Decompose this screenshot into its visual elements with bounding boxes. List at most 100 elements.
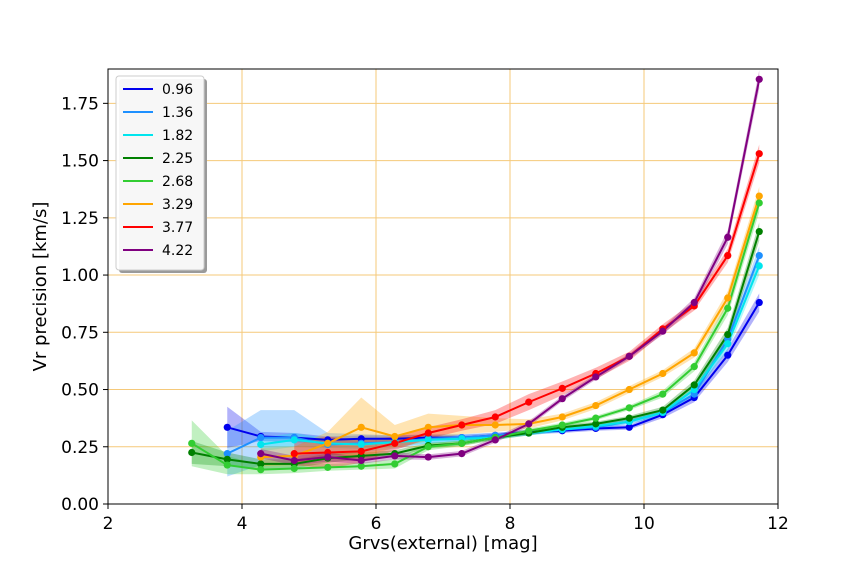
legend-label: 3.29 — [162, 197, 193, 213]
legend-label: 2.25 — [162, 151, 193, 167]
data-point-series-7 — [525, 420, 533, 428]
data-point-series-7 — [491, 436, 499, 444]
data-point-series-0 — [724, 351, 732, 359]
legend-label: 2.68 — [162, 174, 193, 190]
data-point-series-3 — [257, 460, 265, 468]
data-point-series-5 — [391, 432, 399, 441]
data-point-series-6 — [525, 398, 533, 406]
data-point-series-7 — [257, 450, 265, 458]
data-point-series-7 — [324, 453, 332, 461]
data-point-series-2 — [724, 340, 732, 348]
data-point-series-4 — [755, 199, 763, 207]
data-point-series-6 — [290, 450, 298, 458]
legend-label: 3.77 — [162, 220, 193, 236]
x-tick-label: 10 — [633, 514, 655, 534]
data-point-series-3 — [690, 381, 698, 389]
data-point-series-6 — [391, 439, 399, 447]
data-point-series-5 — [592, 401, 600, 410]
data-point-series-7 — [558, 395, 566, 403]
data-point-series-6 — [491, 413, 499, 421]
data-point-series-3 — [755, 227, 763, 236]
data-point-series-6 — [724, 251, 732, 260]
data-point-series-2 — [357, 440, 365, 449]
data-point-series-5 — [324, 439, 332, 447]
x-tick-label: 6 — [371, 514, 382, 534]
y-tick-label: 0.50 — [61, 381, 99, 401]
data-point-series-7 — [724, 233, 732, 241]
y-tick-label: 0.75 — [61, 323, 99, 343]
data-point-series-4 — [391, 460, 399, 468]
y-tick-label: 1.75 — [61, 94, 99, 114]
data-point-series-7 — [424, 453, 432, 461]
legend-label: 4.22 — [162, 243, 193, 259]
data-point-series-1 — [257, 434, 265, 442]
data-point-series-5 — [724, 294, 732, 302]
data-point-series-7 — [592, 373, 600, 381]
data-point-series-4 — [592, 414, 600, 422]
data-point-series-2 — [257, 440, 265, 449]
data-point-series-0 — [625, 423, 633, 431]
data-point-series-4 — [558, 421, 566, 429]
data-point-series-4 — [324, 463, 332, 471]
data-point-series-4 — [690, 363, 698, 371]
data-point-series-7 — [659, 327, 667, 335]
data-point-series-0 — [223, 423, 231, 431]
data-point-series-3 — [724, 330, 732, 339]
data-point-series-5 — [424, 423, 432, 431]
data-point-series-7 — [290, 456, 298, 465]
data-point-series-4 — [357, 462, 365, 470]
data-point-series-4 — [223, 461, 231, 469]
data-point-series-7 — [458, 450, 466, 458]
data-point-series-4 — [458, 439, 466, 447]
series-line-7 — [260, 79, 761, 462]
y-tick-label: 0.00 — [61, 495, 99, 515]
data-point-series-7 — [755, 75, 763, 83]
data-point-series-7 — [391, 452, 399, 460]
data-point-series-6 — [558, 384, 566, 392]
y-tick-label: 1.00 — [61, 266, 99, 286]
legend: 0.96 1.36 1.82 2.25 2.68 3.29 3.77 4.22 — [115, 75, 207, 273]
data-point-series-5 — [558, 413, 566, 421]
data-point-series-4 — [625, 404, 633, 412]
data-point-series-3 — [188, 448, 196, 457]
data-point-series-2 — [290, 436, 298, 444]
x-tick-label: 12 — [767, 514, 789, 534]
series-line-5 — [260, 195, 761, 459]
data-point-series-2 — [755, 262, 763, 270]
data-point-series-3 — [625, 414, 633, 422]
axis-ticks: 2 4 6 8 10 12 0.00 0.25 0.50 0.75 1.00 1.25 1.50 1.75 — [61, 94, 789, 534]
data-point-series-4 — [525, 427, 533, 435]
legend-label: 0.96 — [162, 82, 193, 98]
data-point-series-4 — [724, 304, 732, 312]
y-tick-label: 1.50 — [61, 152, 99, 172]
data-point-series-4 — [659, 390, 667, 398]
data-point-series-5 — [491, 421, 499, 429]
data-point-series-5 — [690, 349, 698, 357]
series-line-4 — [191, 202, 761, 471]
series-points — [188, 75, 763, 474]
data-point-series-6 — [755, 150, 763, 158]
y-tick-label: 1.25 — [61, 209, 99, 229]
data-point-series-5 — [659, 369, 667, 378]
data-point-series-7 — [625, 352, 633, 360]
data-point-series-5 — [357, 423, 365, 431]
x-axis-label: Grvs(external) [mag] — [348, 533, 537, 554]
data-point-series-5 — [625, 385, 633, 394]
x-tick-label: 4 — [237, 514, 248, 534]
y-tick-label: 0.25 — [61, 438, 99, 458]
data-point-series-3 — [659, 406, 667, 414]
data-point-series-4 — [188, 439, 196, 447]
legend-box — [115, 75, 205, 271]
data-point-series-2 — [424, 436, 432, 444]
data-point-series-0 — [755, 298, 763, 307]
legend-label: 1.82 — [162, 128, 193, 144]
data-point-series-4 — [257, 466, 265, 474]
plot-frame — [107, 68, 779, 505]
data-point-series-6 — [458, 421, 466, 429]
y-axis-label: Vr precision [km/s] — [30, 202, 51, 372]
x-tick-label: 8 — [505, 514, 516, 534]
data-point-series-4 — [424, 443, 432, 451]
x-tick-label: 2 — [103, 514, 114, 534]
data-point-series-5 — [755, 192, 763, 200]
